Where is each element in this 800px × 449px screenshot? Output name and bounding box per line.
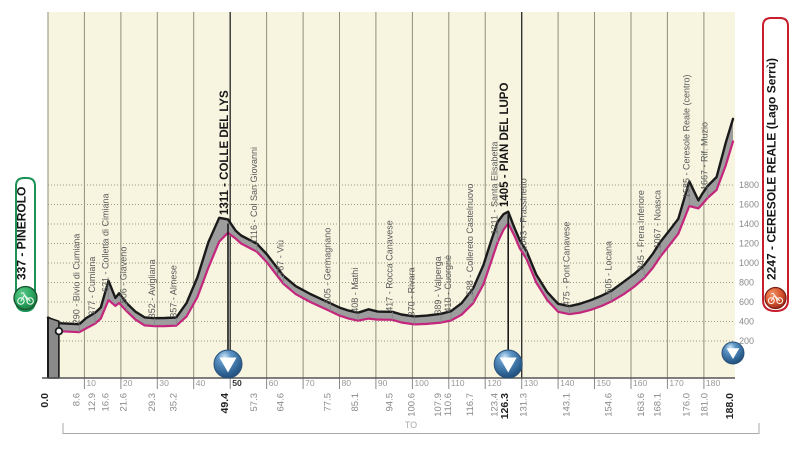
svg-text:10: 10 xyxy=(86,378,96,388)
svg-text:35.2: 35.2 xyxy=(168,393,179,412)
svg-text:800: 800 xyxy=(739,278,754,288)
svg-text:60: 60 xyxy=(269,378,279,388)
svg-text:16.6: 16.6 xyxy=(101,393,112,412)
svg-text:170: 170 xyxy=(669,378,684,388)
svg-text:176.0: 176.0 xyxy=(681,393,692,417)
svg-text:1211 - Santa Elisabetta: 1211 - Santa Elisabetta xyxy=(490,141,500,234)
svg-text:1116 - Col San Giovanni: 1116 - Col San Giovanni xyxy=(249,147,259,244)
svg-text:80: 80 xyxy=(342,378,352,388)
svg-text:120: 120 xyxy=(487,378,502,388)
svg-text:110: 110 xyxy=(451,378,465,388)
svg-text:621 - Colletta di Cimiana: 621 - Colletta di Cimiana xyxy=(101,193,111,292)
svg-text:0.0: 0.0 xyxy=(39,393,51,408)
svg-text:290 - Bivio di Cumiana: 290 - Bivio di Cumiana xyxy=(71,234,81,325)
svg-text:126.3: 126.3 xyxy=(499,393,511,419)
svg-text:400: 400 xyxy=(739,317,754,327)
svg-text:64.6: 64.6 xyxy=(275,393,286,412)
svg-text:1800: 1800 xyxy=(739,180,759,190)
svg-text:1667 - Rif. Muzio: 1667 - Rif. Muzio xyxy=(700,122,710,190)
svg-text:116.7: 116.7 xyxy=(465,393,476,416)
svg-text:1600: 1600 xyxy=(739,200,759,210)
svg-text:1311 - COLLE DEL LYS: 1311 - COLLE DEL LYS xyxy=(219,90,231,215)
svg-text:TO: TO xyxy=(405,420,417,430)
svg-text:410 - Cuorgnè: 410 - Cuorgnè xyxy=(443,255,453,313)
svg-text:389 - Valperga: 389 - Valperga xyxy=(433,256,443,314)
svg-text:21.6: 21.6 xyxy=(119,393,130,412)
svg-text:1405 - PIAN DEL LUPO: 1405 - PIAN DEL LUPO xyxy=(499,83,511,207)
svg-text:85.1: 85.1 xyxy=(350,393,361,412)
svg-text:154.6: 154.6 xyxy=(603,393,614,417)
svg-text:77.5: 77.5 xyxy=(322,393,333,412)
svg-text:505 - Germagnano: 505 - Germagnano xyxy=(322,228,332,304)
svg-text:1200: 1200 xyxy=(739,239,759,249)
svg-text:417 - Rocca Canavese: 417 - Rocca Canavese xyxy=(384,220,394,312)
svg-text:357 - Almese: 357 - Almese xyxy=(168,265,178,318)
svg-text:100: 100 xyxy=(414,378,429,388)
svg-text:180: 180 xyxy=(706,378,721,388)
svg-text:408 - Mathi: 408 - Mathi xyxy=(350,268,360,313)
svg-text:150: 150 xyxy=(597,378,612,388)
svg-text:70: 70 xyxy=(305,378,315,388)
svg-text:50: 50 xyxy=(232,378,242,388)
svg-text:160: 160 xyxy=(633,378,648,388)
svg-text:605 - Locana: 605 - Locana xyxy=(603,241,613,294)
svg-text:110.6: 110.6 xyxy=(443,393,454,416)
svg-text:2247 - CERESOLE REALE (Lago Se: 2247 - CERESOLE REALE (Lago Serrù) xyxy=(765,58,779,280)
svg-text:168.1: 168.1 xyxy=(653,393,664,417)
svg-text:130: 130 xyxy=(524,378,539,388)
svg-text:163.6: 163.6 xyxy=(636,393,647,417)
svg-text:90: 90 xyxy=(378,378,388,388)
svg-text:20: 20 xyxy=(123,378,133,388)
svg-text:200: 200 xyxy=(739,336,754,346)
svg-text:94.5: 94.5 xyxy=(384,393,395,412)
svg-text:475 - Pont Canavese: 475 - Pont Canavese xyxy=(561,222,571,307)
svg-text:143.1: 143.1 xyxy=(561,393,572,417)
svg-text:370 - Rivara: 370 - Rivara xyxy=(407,267,417,316)
svg-text:140: 140 xyxy=(560,378,575,388)
svg-text:845 - Frera Inferiore: 845 - Frera Inferiore xyxy=(636,190,646,270)
svg-text:100.6: 100.6 xyxy=(407,393,418,417)
svg-text:1043 - Frassinetto: 1043 - Frassinetto xyxy=(518,178,528,251)
svg-text:131.3: 131.3 xyxy=(518,393,529,417)
svg-text:506 - Giaveno: 506 - Giaveno xyxy=(119,247,129,304)
svg-text:1067 - Noasca: 1067 - Noasca xyxy=(653,190,663,249)
svg-text:8.6: 8.6 xyxy=(71,393,82,406)
svg-text:29.3: 29.3 xyxy=(147,393,158,412)
svg-text:181.0: 181.0 xyxy=(700,393,711,417)
svg-text:377 - Cumiana: 377 - Cumiana xyxy=(87,257,97,316)
svg-text:12.9: 12.9 xyxy=(87,393,98,412)
svg-text:787 - Viù: 787 - Viù xyxy=(275,240,285,276)
svg-text:352 - Avigliana: 352 - Avigliana xyxy=(147,259,157,318)
svg-text:1585 - Ceresole Reale (centro): 1585 - Ceresole Reale (centro) xyxy=(681,74,691,198)
svg-text:57.3: 57.3 xyxy=(249,393,260,412)
svg-text:49.4: 49.4 xyxy=(219,393,231,414)
svg-text:1000: 1000 xyxy=(739,258,759,268)
svg-text:600: 600 xyxy=(739,297,754,307)
svg-text:588 - Collereto Castelnuovo: 588 - Collereto Castelnuovo xyxy=(465,184,475,296)
svg-text:30: 30 xyxy=(159,378,169,388)
svg-text:1400: 1400 xyxy=(739,219,759,229)
svg-text:337 - PINEROLO: 337 - PINEROLO xyxy=(15,187,29,280)
svg-text:188.0: 188.0 xyxy=(724,393,736,419)
svg-text:40: 40 xyxy=(196,378,206,388)
